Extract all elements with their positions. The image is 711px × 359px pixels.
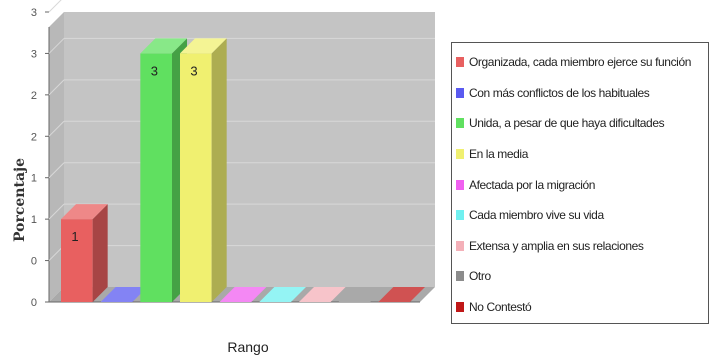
legend-item: Otro	[456, 261, 708, 292]
legend-item: Cada miembro vive su vida	[456, 200, 708, 231]
legend-label: Otro	[469, 269, 491, 284]
bar	[259, 287, 306, 302]
gridline	[48, 162, 65, 179]
bar-front	[61, 219, 93, 302]
legend-swatch	[456, 118, 464, 129]
bars	[61, 38, 425, 303]
bar-top	[259, 287, 306, 302]
gridline	[48, 79, 65, 96]
y-tick-label: 2	[31, 90, 37, 102]
bar	[100, 287, 148, 302]
bar	[180, 38, 227, 303]
bar-top	[100, 287, 148, 302]
legend-item: Unida, a pesar de que haya dificultades	[456, 108, 708, 139]
data-label: 3	[151, 63, 158, 78]
bar-top	[378, 287, 425, 302]
y-axis-label: Porcentaje	[12, 158, 28, 242]
legend-label: Afectada por la migración	[469, 177, 596, 192]
x-axis-label: Rango	[227, 339, 268, 355]
data-label: 3	[190, 63, 197, 78]
bar-top	[338, 287, 386, 302]
y-tick-label: 0	[31, 256, 37, 268]
plot-left-wall	[49, 12, 64, 302]
gridline	[48, 120, 65, 137]
legend-label: Organizada, cada miembro ejerce su funci…	[469, 55, 691, 70]
y-axis-ticks: 0 0 1 1 2 2 3 3	[31, 7, 49, 309]
legend-item: Organizada, cada miembro ejerce su funci…	[456, 47, 708, 78]
bar-top	[61, 204, 108, 220]
gridline	[48, 0, 62, 13]
bar-top	[299, 287, 346, 302]
bar	[378, 287, 425, 302]
bar	[219, 287, 267, 302]
y-tick-label: 1	[31, 173, 37, 185]
legend-swatch	[456, 179, 464, 190]
legend-item: Extensa y amplia en sus relaciones	[456, 231, 708, 262]
legend-swatch	[456, 210, 464, 221]
legend-label: Cada miembro vive su vida	[469, 208, 604, 223]
legend-label: En la media	[469, 147, 528, 162]
plot-back-wall	[64, 12, 435, 287]
legend-label: Unida, a pesar de que haya dificultades	[469, 116, 665, 131]
y-tick-label: 0	[31, 297, 37, 309]
bar-front	[140, 53, 172, 302]
y-tick-label: 2	[31, 131, 37, 143]
legend-swatch	[456, 271, 464, 282]
legend-swatch	[456, 57, 464, 68]
legend-label: Extensa y amplia en sus relaciones	[469, 238, 644, 253]
y-tick-label: 1	[31, 214, 37, 226]
bar	[299, 287, 346, 302]
data-labels: 1 3 3	[71, 63, 197, 244]
gridline	[48, 203, 65, 220]
legend-item: En la media	[456, 139, 708, 170]
legend-swatch	[456, 240, 464, 251]
bar-side	[211, 38, 227, 303]
bar-top	[219, 287, 267, 302]
bar-top	[140, 38, 187, 54]
y-tick-label: 3	[31, 48, 37, 60]
legend-label: No Contestó	[469, 300, 532, 315]
gridline	[48, 38, 65, 54]
data-label: 1	[71, 229, 78, 244]
bar	[61, 204, 108, 302]
bar	[338, 287, 386, 302]
legend: Organizada, cada miembro ejerce su funci…	[451, 42, 709, 324]
legend-item: Con más conflictos de los habituales	[456, 78, 708, 109]
legend-item: Afectada por la migración	[456, 169, 708, 200]
legend-swatch	[456, 149, 464, 160]
gridlines	[48, 0, 435, 261]
legend-label: Con más conflictos de los habituales	[469, 85, 650, 100]
bar-front	[180, 53, 212, 302]
bar-side	[92, 204, 108, 302]
legend-item: No Contestó	[456, 292, 708, 323]
bar-top	[180, 38, 227, 54]
y-tick-label: 3	[31, 7, 37, 19]
legend-swatch	[456, 302, 464, 313]
legend-swatch	[456, 87, 464, 98]
